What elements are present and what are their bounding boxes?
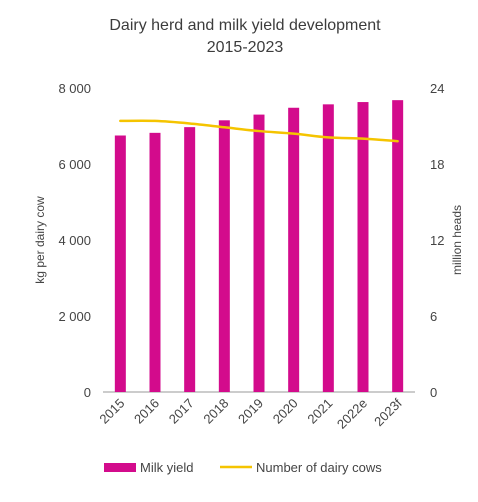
y-tick-label: 6 000 [58, 157, 91, 172]
y2-tick-label: 24 [430, 81, 444, 96]
y2-tick-label: 18 [430, 157, 444, 172]
chart-title: Dairy herd and milk yield development [109, 17, 381, 34]
y-tick-label: 4 000 [58, 233, 91, 248]
x-tick-label: 2018 [200, 396, 231, 427]
line-dairy-cows [119, 119, 399, 143]
x-tick-label: 2016 [131, 396, 162, 427]
y-tick-label: 2 000 [58, 309, 91, 324]
x-tick-label: 2023f [371, 395, 405, 429]
y2-tick-label: 6 [430, 309, 437, 324]
y-axis-label: kg per dairy cow [33, 196, 47, 284]
dairy-cows-line-layer [119, 119, 399, 143]
y2-axis-label: million heads [450, 205, 464, 275]
legend-swatch-milk-yield [104, 463, 136, 472]
bar-milk-yield [288, 107, 300, 392]
x-tick-label: 2015 [96, 396, 127, 427]
y-tick-label: 8 000 [58, 81, 91, 96]
y2-tick-label: 12 [430, 233, 444, 248]
bar-milk-yield [218, 120, 230, 393]
bar-milk-yield [253, 114, 265, 392]
y-tick-label: 0 [84, 385, 91, 400]
legend: Milk yield Number of dairy cows [104, 460, 382, 475]
x-tick-label: 2021 [304, 396, 335, 427]
left-axis-ticks: 0 2 000 4 000 6 000 8 000 [58, 81, 91, 400]
bar-milk-yield [357, 102, 369, 392]
x-tick-label: 2017 [166, 396, 197, 427]
bar-milk-yield [184, 127, 196, 392]
legend-label-milk-yield: Milk yield [140, 460, 193, 475]
bar-milk-yield [114, 135, 126, 392]
milk-yield-bars [114, 100, 404, 393]
x-tick-label: 2020 [270, 396, 301, 427]
y2-tick-label: 0 [430, 385, 437, 400]
bar-milk-yield [322, 104, 334, 392]
legend-label-dairy-cows: Number of dairy cows [256, 460, 382, 475]
bar-milk-yield [149, 132, 161, 392]
bar-milk-yield [392, 100, 404, 392]
x-tick-label: 2022e [334, 396, 370, 432]
chart-subtitle: 2015-2023 [207, 39, 284, 56]
right-axis-ticks: 0 6 12 18 24 [430, 81, 444, 400]
x-tick-label: 2019 [235, 396, 266, 427]
